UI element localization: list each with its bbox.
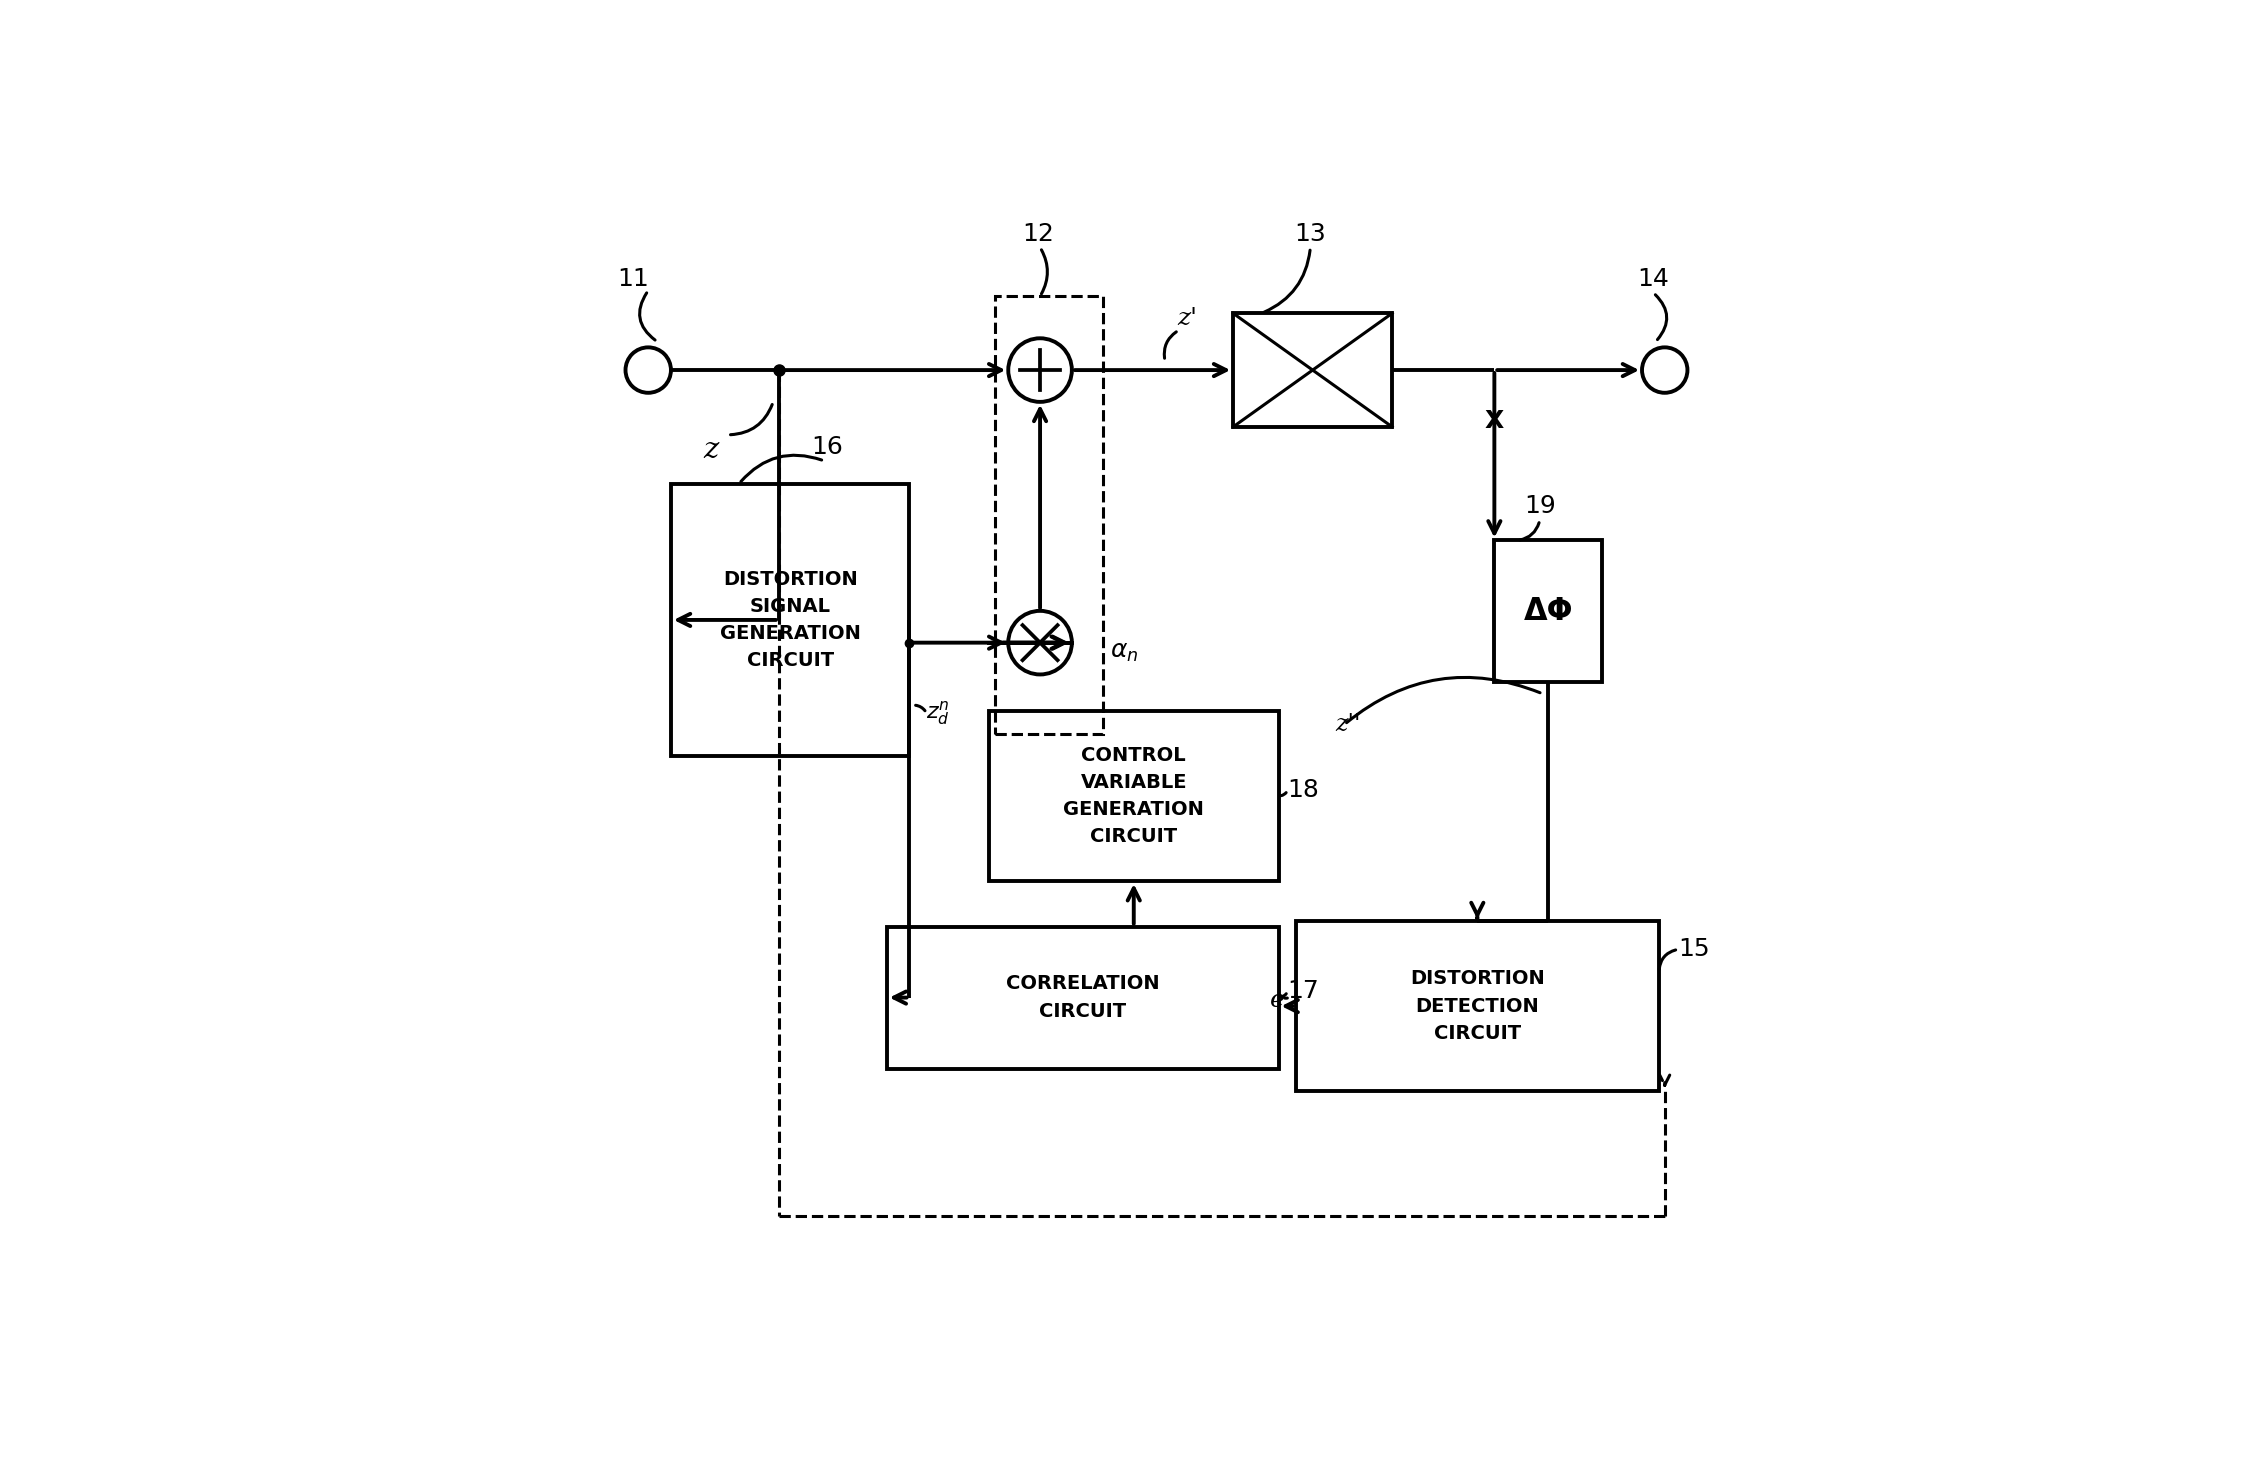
Bar [1234, 313, 1391, 426]
Text: z: z [702, 435, 718, 463]
Text: 18: 18 [1288, 779, 1319, 802]
Text: 16: 16 [813, 435, 844, 459]
Text: 19: 19 [1524, 494, 1555, 518]
Text: DISTORTION
SIGNAL
GENERATION
CIRCUIT: DISTORTION SIGNAL GENERATION CIRCUIT [720, 569, 860, 670]
Text: z': z' [1177, 307, 1198, 330]
Text: 13: 13 [1294, 221, 1326, 246]
Text: 11: 11 [617, 267, 648, 291]
Text: DISTORTION
DETECTION
CIRCUIT: DISTORTION DETECTION CIRCUIT [1409, 969, 1544, 1043]
Text: CONTROL
VARIABLE
GENERATION
CIRCUIT: CONTROL VARIABLE GENERATION CIRCUIT [1062, 745, 1204, 847]
Text: $\alpha_n$: $\alpha_n$ [1110, 640, 1139, 664]
Text: z'': z'' [1335, 712, 1362, 736]
Text: e: e [1270, 988, 1285, 1012]
Text: 17: 17 [1288, 979, 1319, 1003]
Bar [1495, 540, 1603, 683]
Text: X: X [1486, 409, 1504, 434]
Text: 12: 12 [1022, 221, 1053, 246]
Text: ΔΦ: ΔΦ [1524, 597, 1573, 625]
Text: CORRELATION
CIRCUIT: CORRELATION CIRCUIT [1006, 975, 1159, 1021]
Bar [995, 296, 1103, 733]
Bar [988, 711, 1279, 881]
Text: 15: 15 [1679, 937, 1711, 962]
Text: 14: 14 [1636, 267, 1670, 291]
Text: $z_d^n$: $z_d^n$ [927, 699, 950, 727]
Bar [1297, 920, 1659, 1092]
Bar [887, 926, 1279, 1068]
Bar [671, 484, 909, 757]
